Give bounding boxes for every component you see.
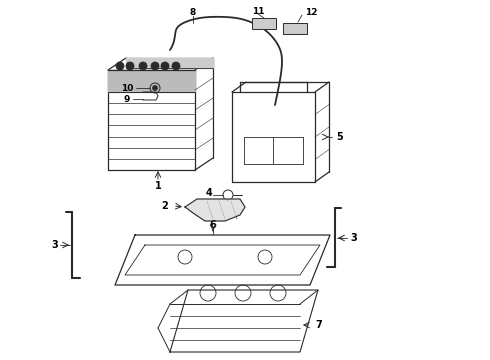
Circle shape <box>152 86 157 90</box>
Text: 8: 8 <box>190 8 196 17</box>
Bar <box>252 18 276 28</box>
Text: 1: 1 <box>155 181 161 191</box>
Text: 10: 10 <box>121 84 133 93</box>
Text: 3: 3 <box>350 233 357 243</box>
Text: 7: 7 <box>315 320 322 330</box>
Circle shape <box>172 62 180 70</box>
Bar <box>283 23 307 33</box>
Circle shape <box>116 62 124 70</box>
Circle shape <box>126 62 134 70</box>
Polygon shape <box>108 70 195 92</box>
Text: 4: 4 <box>205 188 212 198</box>
Text: 2: 2 <box>161 201 168 211</box>
Text: 6: 6 <box>210 220 217 230</box>
Text: 12: 12 <box>305 8 318 17</box>
Circle shape <box>161 62 169 70</box>
Text: 3: 3 <box>51 240 58 250</box>
Circle shape <box>139 62 147 70</box>
Text: 5: 5 <box>336 132 343 142</box>
Text: 11: 11 <box>252 6 264 15</box>
Polygon shape <box>126 58 213 68</box>
Polygon shape <box>185 199 245 221</box>
Circle shape <box>151 62 159 70</box>
Text: 9: 9 <box>123 95 130 104</box>
